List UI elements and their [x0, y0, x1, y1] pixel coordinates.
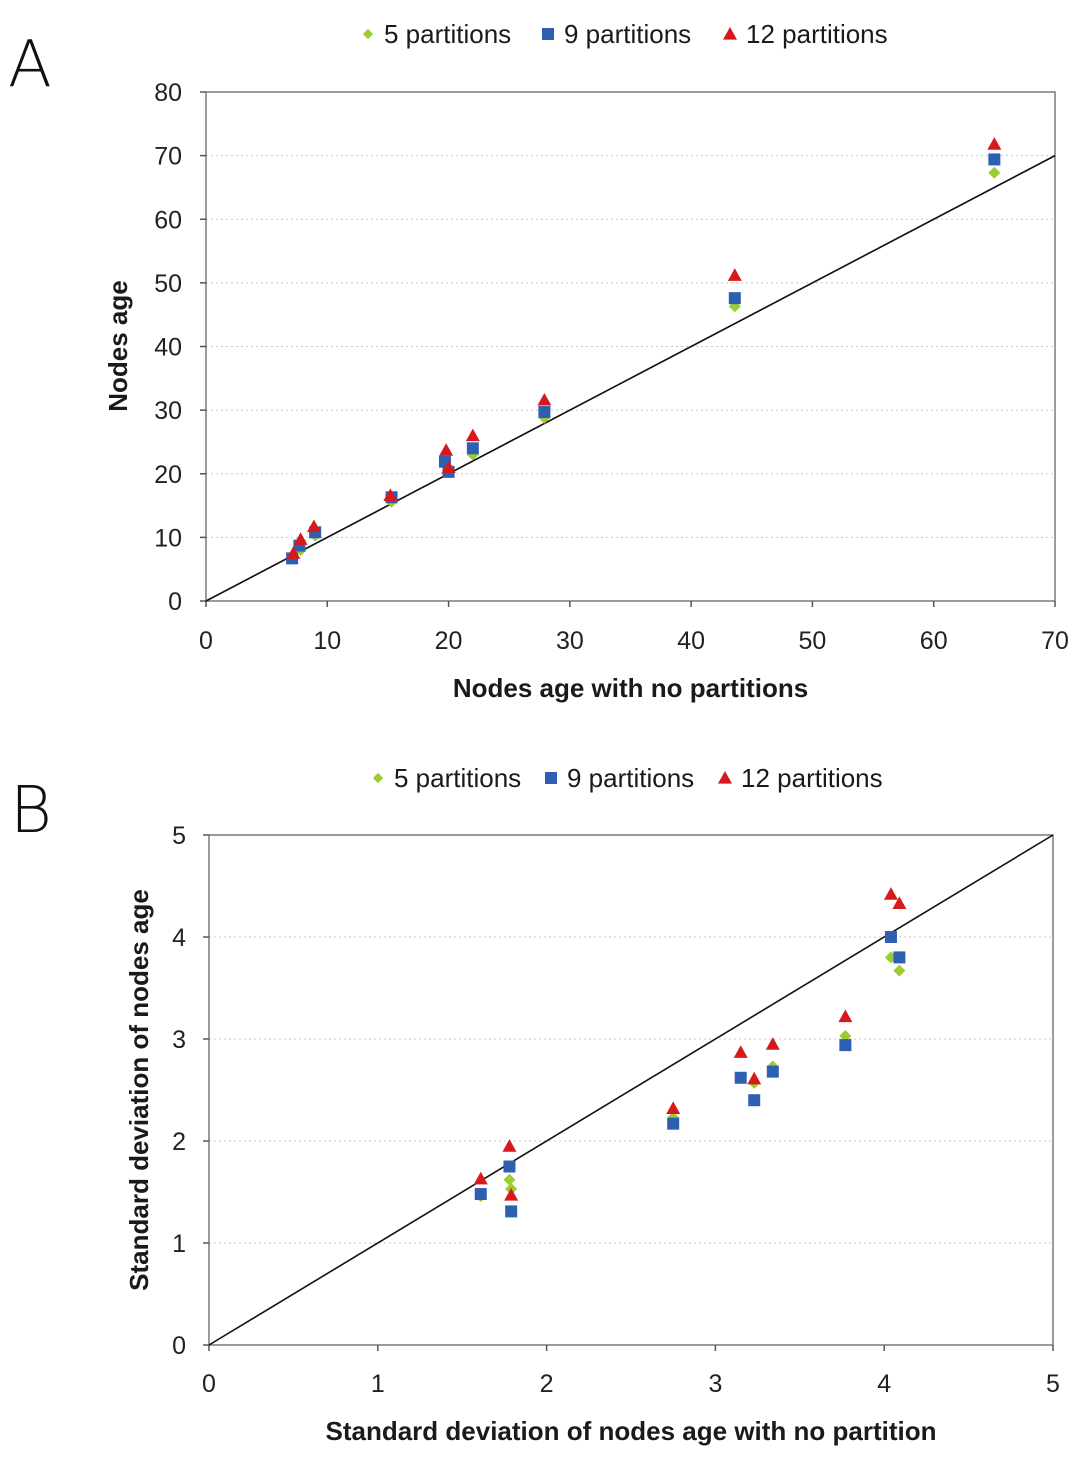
data-point	[727, 268, 742, 281]
data-point	[505, 1205, 518, 1218]
x-tick-label: 4	[877, 1370, 891, 1398]
chart-panel-a: 0 10 20 30 40 50 60 70 80 0 10 20 30 40 50 60 70 Nodes ag…	[103, 19, 1069, 703]
x-tick-label: 0	[199, 627, 213, 655]
x-tick-label: 50	[799, 627, 827, 655]
data-point	[538, 406, 551, 419]
data-point	[766, 1065, 779, 1078]
data-point	[893, 964, 906, 977]
y-tick-label: 1	[172, 1230, 186, 1258]
series-12-partitions	[473, 887, 907, 1201]
x-axis-title: Standard deviation of nodes age with no …	[325, 1416, 936, 1446]
data-point	[666, 1101, 681, 1114]
y-axis-title: Standard deviation of nodes age	[124, 889, 154, 1291]
data-point	[503, 1173, 516, 1186]
chart-panel-b: 0 1 2 3 4 5 0 1 2 3 4 5 Standard deviation of nodes …	[124, 763, 1060, 1446]
plot-frame	[208, 834, 1054, 1346]
y-tick-label: 80	[154, 79, 182, 107]
y-tick-label: 20	[154, 461, 182, 489]
y-tick-label: 70	[154, 143, 182, 171]
data-point	[733, 1045, 748, 1058]
x-tick-label: 70	[1041, 627, 1069, 655]
data-point	[988, 153, 1001, 166]
data-point	[293, 532, 308, 545]
legend-marker	[718, 771, 732, 784]
x-tick-label: 40	[677, 627, 705, 655]
data-point	[286, 546, 301, 559]
data-point	[306, 519, 321, 533]
data-point	[988, 166, 1001, 179]
data-point	[838, 1009, 853, 1023]
x-tick-label: 20	[435, 627, 463, 655]
data-point	[537, 392, 552, 406]
data-point	[883, 887, 898, 900]
data-point	[839, 1039, 852, 1052]
legend-label: 5 partitions	[394, 763, 521, 793]
data-point	[884, 931, 897, 943]
legend-marker	[362, 28, 374, 40]
data-point	[748, 1094, 761, 1107]
data-point	[503, 1160, 516, 1173]
y-tick-label: 0	[172, 1332, 186, 1360]
y-tick-label: 40	[154, 334, 182, 362]
data-point	[383, 488, 398, 501]
y-tick-label: 2	[172, 1128, 186, 1156]
y-tick-label: 50	[154, 270, 182, 298]
y-tick-label: 30	[154, 397, 182, 425]
y-tick-label: 4	[172, 924, 186, 952]
legend-label: 12 partitions	[741, 763, 883, 793]
x-tick-label: 0	[202, 1370, 216, 1398]
series-9-partitions	[474, 931, 906, 1218]
x-tick-label: 60	[920, 627, 948, 655]
data-point	[465, 428, 480, 442]
data-point	[728, 292, 741, 305]
data-point	[502, 1139, 517, 1152]
panel-label-a: A	[8, 28, 52, 102]
data-point	[667, 1117, 680, 1130]
y-tick-label: 10	[154, 524, 182, 552]
panel-label-b: B	[10, 774, 52, 848]
y-tick-label: 5	[172, 822, 186, 850]
legend: 5 partitions 9 partitions 12 partitions	[362, 19, 888, 49]
data-point	[892, 896, 907, 909]
legend: 5 partitions 9 partitions 12 partitions	[372, 763, 883, 793]
legend-marker	[723, 27, 737, 40]
data-point	[765, 1037, 780, 1050]
x-tick-label: 5	[1046, 1370, 1060, 1398]
x-tick-label: 2	[540, 1370, 554, 1398]
legend-marker	[372, 772, 384, 784]
x-axis-title: Nodes age with no partitions	[453, 673, 808, 703]
legend-label: 9 partitions	[564, 19, 691, 49]
data-point	[987, 137, 1002, 150]
legend-label: 12 partitions	[746, 19, 888, 49]
reference-line	[205, 154, 1056, 602]
y-tick-label: 0	[168, 588, 182, 616]
data-point	[441, 460, 456, 473]
data-point	[439, 443, 454, 456]
x-tick-label: 10	[313, 627, 341, 655]
data-point	[893, 951, 906, 964]
legend-label: 5 partitions	[384, 19, 511, 49]
y-axis-title: Nodes age	[103, 280, 133, 412]
data-point	[734, 1071, 747, 1084]
series-12-partitions	[286, 137, 1002, 559]
data-point	[839, 1029, 852, 1042]
data-point	[466, 442, 479, 455]
legend-label: 9 partitions	[567, 763, 694, 793]
data-point	[747, 1071, 762, 1085]
y-tick-label: 3	[172, 1026, 186, 1054]
data-point	[474, 1188, 487, 1201]
x-tick-label: 1	[371, 1370, 385, 1398]
reference-line	[208, 834, 1054, 1346]
x-tick-label: 30	[556, 627, 584, 655]
x-tick-label: 3	[708, 1370, 722, 1398]
legend-marker	[542, 28, 554, 40]
y-tick-label: 60	[154, 206, 182, 234]
data-point	[504, 1188, 519, 1201]
legend-marker	[545, 772, 557, 784]
data-point	[473, 1171, 488, 1185]
